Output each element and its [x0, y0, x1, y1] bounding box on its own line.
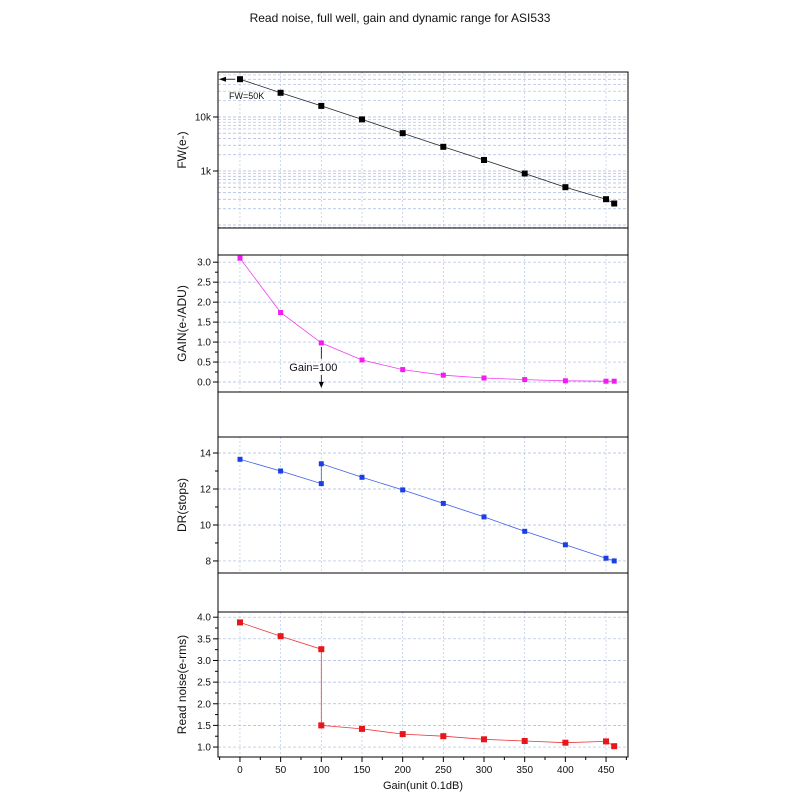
fw-series-line: [239, 78, 615, 204]
gain-y-axis-title: GAIN(e-/ADU): [175, 285, 189, 362]
y-tick-label: 1.5: [197, 318, 211, 329]
dr-data-point: [318, 461, 324, 467]
read-noise-data-point: [611, 743, 618, 750]
fw-panel: 1k 10k FW(e-) FW=50K: [175, 71, 629, 229]
gain-panel-frame: [217, 254, 629, 393]
y-tick-label: 3.5: [197, 634, 211, 645]
read-noise-panel: 1.0 1.5 2.0 2.5 3.0 3.5 4.0 Read noise(e-rms): [175, 611, 629, 758]
y-tick-label: 10: [200, 520, 212, 531]
fw-data-point: [521, 170, 528, 177]
fw-data-point: [318, 102, 325, 109]
dr-data-point: [603, 555, 609, 561]
y-tick-label: 1.0: [197, 338, 211, 349]
y-tick-label: 0.5: [197, 358, 211, 369]
read-noise-data-point: [603, 738, 609, 745]
dr-data-point: [359, 474, 365, 480]
fw-data-point: [359, 116, 365, 123]
annotation-arrowhead: [219, 76, 226, 82]
chart-title: Read noise, full well, gain and dynamic …: [249, 11, 551, 25]
y-tick-label: 1.0: [197, 743, 211, 754]
gain-data-point: [562, 378, 568, 384]
dr-data-point: [611, 558, 617, 564]
read-noise-y-axis-title: Read noise(e-rms): [175, 635, 189, 734]
fw-data-point: [440, 143, 447, 150]
dr-data-point: [400, 487, 406, 493]
fw-data-point: [603, 196, 609, 203]
x-tick-label: 350: [516, 765, 533, 776]
x-tick-label: 200: [394, 765, 411, 776]
dr-data-point: [318, 481, 324, 487]
y-tick-label: 3.0: [197, 656, 211, 667]
dr-data-point: [522, 528, 528, 534]
gain-data-point: [603, 378, 609, 384]
x-tick-label: 300: [476, 765, 493, 776]
y-tick-label: 3.0: [197, 258, 211, 269]
fw-data-point: [481, 157, 487, 163]
y-tick-label: 2.0: [197, 699, 211, 710]
y-tick-label: 8: [205, 556, 211, 567]
y-tick-label: 1.5: [197, 721, 211, 732]
read-noise-data-point: [237, 619, 243, 626]
dr-panel: 8 10 12 14 DR(stops): [175, 436, 629, 574]
annotation-label: Gain=100: [289, 362, 337, 374]
x-tick-label: 0: [237, 765, 243, 776]
dr-data-point: [278, 468, 284, 474]
annotation-arrowhead: [318, 381, 324, 388]
gain-panel: 0.0 0.5 1.0 1.5 2.0 2.5 3.0 GAIN(e-/ADU) Gain=10…: [175, 254, 629, 393]
fw-data-point: [277, 89, 284, 96]
read-noise-data-point: [562, 739, 569, 746]
y-tick-label: 2.5: [197, 278, 211, 289]
dr-data-point: [440, 500, 446, 506]
read-noise-data-point: [277, 633, 284, 640]
x-tick-label: 250: [435, 765, 452, 776]
read-noise-series-line: [239, 622, 615, 747]
read-noise-data-point: [521, 738, 528, 744]
y-tick-label: 14: [200, 449, 212, 460]
y-tick-label: 2.5: [197, 678, 211, 689]
gain-data-point: [400, 367, 406, 373]
gain-data-point: [237, 255, 243, 261]
y-tick-label: 4.0: [197, 613, 211, 624]
read-noise-data-point: [481, 736, 487, 743]
x-axis-title: Gain(unit 0.1dB): [382, 780, 464, 792]
fw-y-axis-title: FW(e-): [175, 131, 189, 168]
read-noise-data-point: [399, 731, 406, 738]
gain-data-point: [522, 377, 528, 383]
y-tick-label: 10k: [195, 112, 212, 123]
read-noise-data-point: [440, 733, 447, 740]
y-tick-label: 0.0: [197, 378, 211, 389]
axes: 0 50 100 150 200 250 300 350 400 450: [217, 72, 629, 776]
y-tick-label: 12: [200, 484, 212, 495]
x-tick-label: 400: [557, 765, 574, 776]
gain-data-point: [481, 375, 487, 381]
y-tick-label: 2.0: [197, 298, 211, 309]
fw-data-point: [611, 200, 618, 207]
fw-data-point: [237, 76, 243, 83]
x-tick-label: 50: [275, 765, 287, 776]
dr-y-axis-title: DR(stops): [175, 478, 189, 532]
x-tick-label: 100: [313, 765, 330, 776]
gain-data-point: [611, 378, 617, 384]
gain-data-point: [318, 340, 324, 346]
read-noise-data-point: [318, 646, 325, 653]
dr-data-point: [237, 456, 243, 462]
y-tick-label: 1k: [200, 166, 212, 177]
gain-data-point: [278, 310, 284, 315]
x-tick-label: 150: [354, 765, 371, 776]
annotation-label: FW=50K: [229, 91, 264, 101]
x-tick-label: 450: [598, 765, 615, 776]
dr-panel-frame: [217, 436, 629, 574]
fw-data-point: [399, 130, 406, 137]
dr-series-line: [239, 458, 615, 562]
read-noise-data-point: [359, 725, 365, 732]
gain-data-point: [359, 357, 365, 363]
read-noise-data-point: [318, 722, 325, 729]
gain-data-point: [440, 372, 446, 378]
dr-data-point: [562, 542, 568, 548]
fw-data-point: [562, 184, 569, 191]
dr-data-point: [481, 514, 487, 520]
